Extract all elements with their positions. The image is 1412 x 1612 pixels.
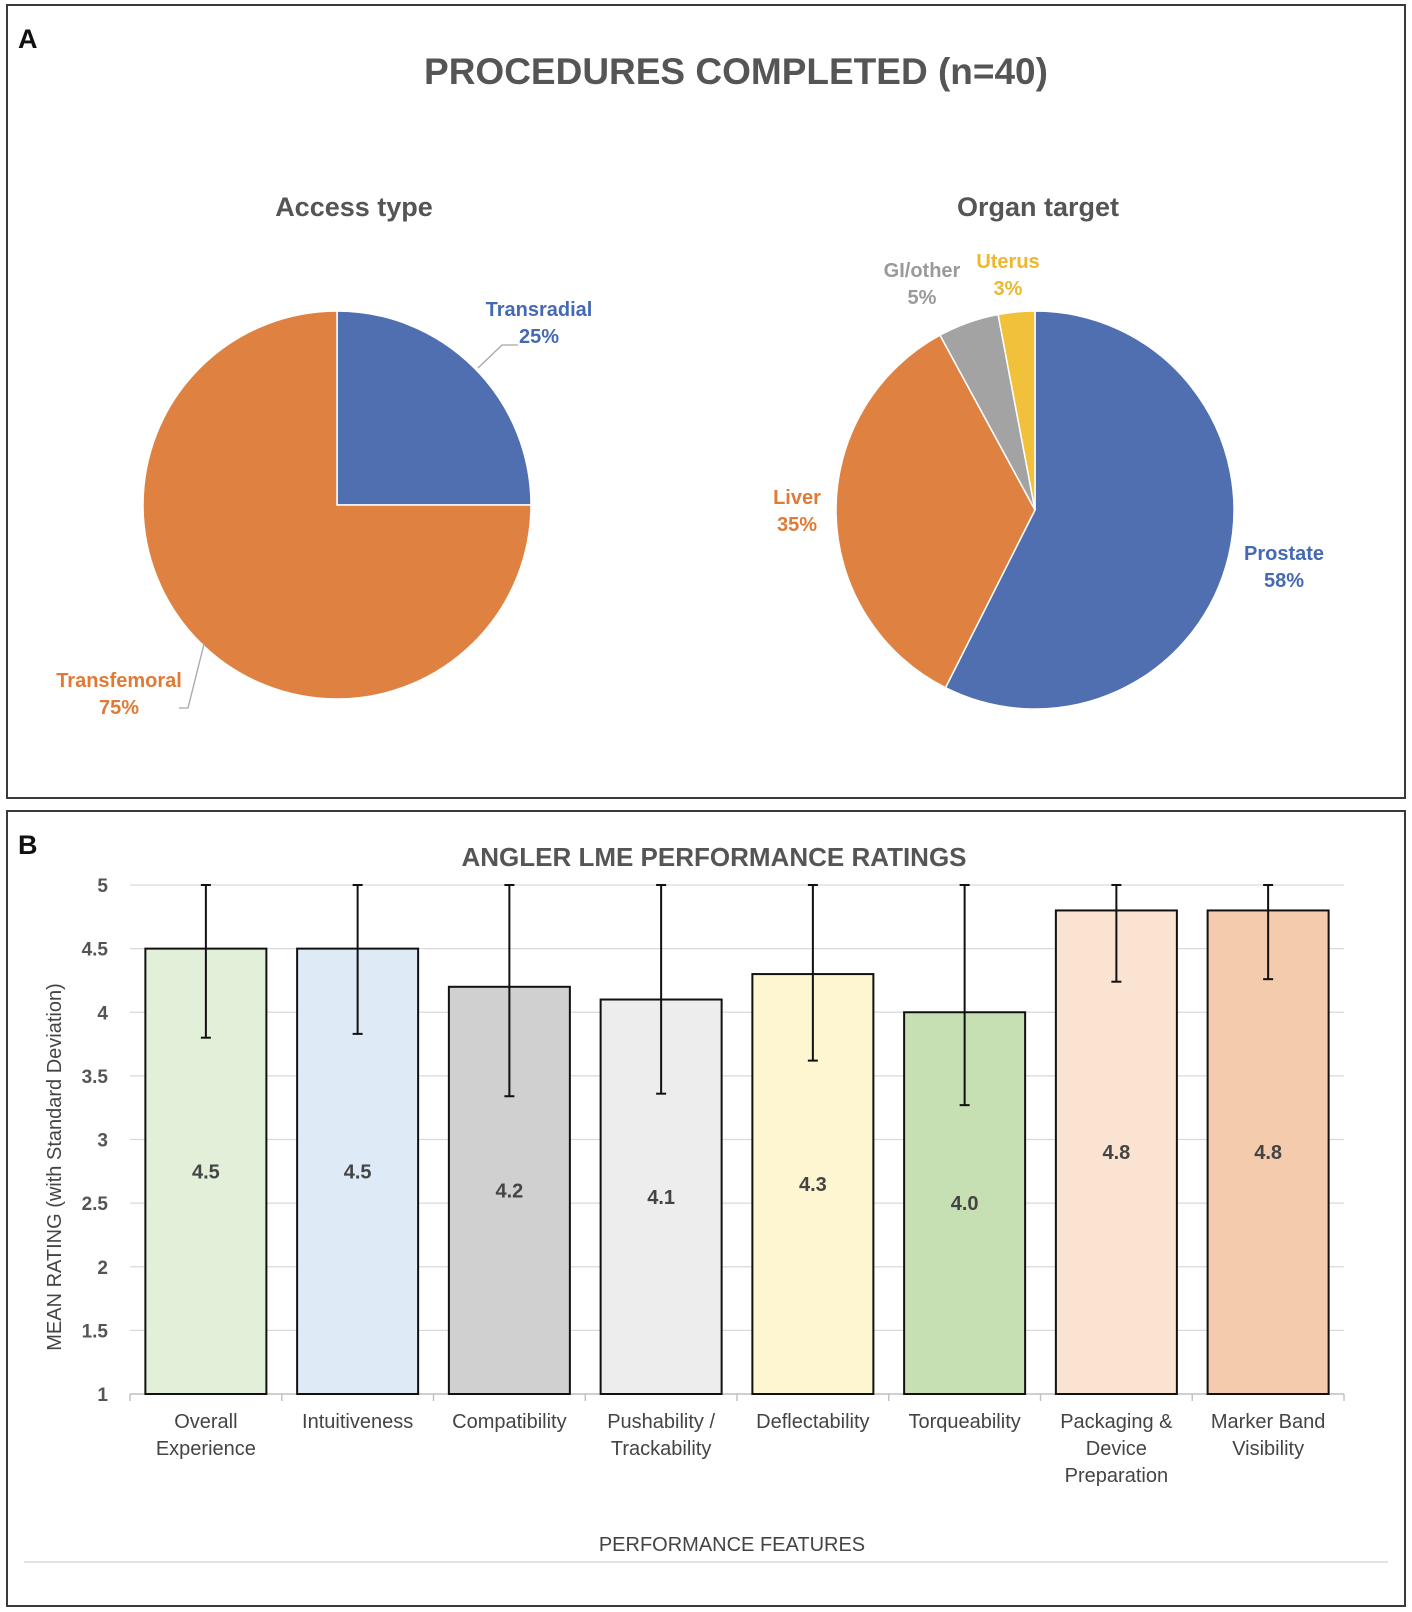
- pie-slice-prostate: [944, 310, 1235, 710]
- y-tick-label: 2.5: [82, 1194, 109, 1215]
- pie-charts: PROCEDURES COMPLETED (n=40) Access type …: [56, 51, 1324, 719]
- pie-slice-uterus: [997, 310, 1036, 511]
- y-tick-label: 3: [97, 1131, 108, 1152]
- x-tick-label: Device: [1086, 1438, 1147, 1460]
- access-type-pie: Transradial 25% Transfemoral 75%: [56, 299, 592, 719]
- leader-line-transradial: [477, 344, 518, 369]
- x-tick-label: Trackability: [611, 1438, 711, 1460]
- slice-value-liver: 35%: [777, 514, 817, 536]
- pie-slice-transfemoral: [142, 310, 532, 700]
- x-tick-label: Deflectability: [756, 1411, 869, 1433]
- data-label: 4.5: [344, 1161, 372, 1183]
- pie-slice-transradial: [336, 310, 532, 506]
- slice-label-transfemoral: Transfemoral: [56, 670, 182, 692]
- data-label: 4.0: [951, 1193, 979, 1215]
- panel-a: A PROCEDURES COMPLETED (n=40) Access typ…: [6, 4, 1406, 799]
- x-tick-label: Preparation: [1065, 1465, 1168, 1487]
- bars: 4.5 4.5 4.2 4.1 4.3 4.0 4.8 4.8: [144, 884, 1330, 1396]
- panel-a-title: PROCEDURES COMPLETED (n=40): [424, 51, 1048, 92]
- x-tick-label: Marker Band: [1211, 1411, 1326, 1433]
- y-tick-label: 4.5: [82, 940, 109, 961]
- slice-value-prostate: 58%: [1264, 570, 1304, 592]
- slice-label-uterus: Uterus: [976, 251, 1039, 273]
- y-tick-label: 3.5: [82, 1067, 109, 1088]
- data-label: 4.5: [192, 1161, 220, 1183]
- slice-label-gi-other: GI/other: [884, 260, 961, 282]
- organ-target-pie: Prostate 58% Liver 35% GI/other 5% Uterus 3%: [773, 251, 1324, 710]
- slice-value-transfemoral: 75%: [99, 697, 139, 719]
- slice-value-uterus: 3%: [994, 278, 1023, 300]
- x-tick-label: Visibility: [1232, 1438, 1304, 1460]
- x-tick-label: Compatibility: [452, 1411, 566, 1433]
- panel-letter-a: A: [18, 24, 38, 54]
- panel-b: B ANGLER LME PERFORMANCE RATINGS 1 1.5 2 2.…: [6, 810, 1406, 1607]
- y-tick-label: 1.5: [82, 1321, 109, 1342]
- bar-packaging-device-preparation: [1054, 909, 1178, 1395]
- slice-label-prostate: Prostate: [1244, 543, 1324, 565]
- organ-target-title: Organ target: [957, 192, 1119, 222]
- leader-line-transfemoral: [179, 643, 205, 709]
- y-tick-label: 4: [97, 1003, 108, 1024]
- slice-value-gi-other: 5%: [908, 287, 937, 309]
- data-label: 4.2: [495, 1180, 523, 1202]
- bar-chart: ANGLER LME PERFORMANCE RATINGS 1 1.5 2 2.5 3…: [24, 842, 1388, 1563]
- bar-marker-band-visibility: [1206, 909, 1330, 1395]
- slice-value-transradial: 25%: [519, 326, 559, 348]
- y-axis-ticks: 1 1.5 2 2.5 3 3.5 4 4.5 5: [82, 876, 109, 1406]
- slice-label-transradial: Transradial: [486, 299, 593, 321]
- x-tick-label: Packaging &: [1060, 1411, 1173, 1433]
- y-tick-label: 1: [97, 1385, 108, 1406]
- data-label: 4.3: [799, 1174, 827, 1196]
- x-axis-labels: Overall Experience Intuitiveness Compatibil…: [156, 1411, 1326, 1487]
- y-tick-label: 2: [97, 1258, 108, 1279]
- panel-letter-b: B: [18, 830, 38, 860]
- data-label: 4.8: [1102, 1142, 1130, 1164]
- x-tick-label: Experience: [156, 1438, 256, 1460]
- slice-label-liver: Liver: [773, 487, 821, 509]
- access-type-title: Access type: [275, 192, 433, 222]
- x-tick-label: Torqueability: [908, 1411, 1020, 1433]
- x-tick-label: Overall: [174, 1411, 237, 1433]
- data-label: 4.1: [647, 1187, 675, 1209]
- x-tick-label: Intuitiveness: [302, 1411, 413, 1433]
- pie-slice-liver: [835, 334, 1036, 689]
- bar-chart-title: ANGLER LME PERFORMANCE RATINGS: [461, 842, 966, 872]
- x-axis-label: PERFORMANCE FEATURES: [599, 1534, 865, 1556]
- y-tick-label: 5: [97, 876, 108, 897]
- data-label: 4.8: [1254, 1142, 1282, 1164]
- x-tick-label: Pushability /: [607, 1411, 715, 1433]
- y-axis-label: MEAN RATING (with Standard Deviation): [44, 983, 66, 1351]
